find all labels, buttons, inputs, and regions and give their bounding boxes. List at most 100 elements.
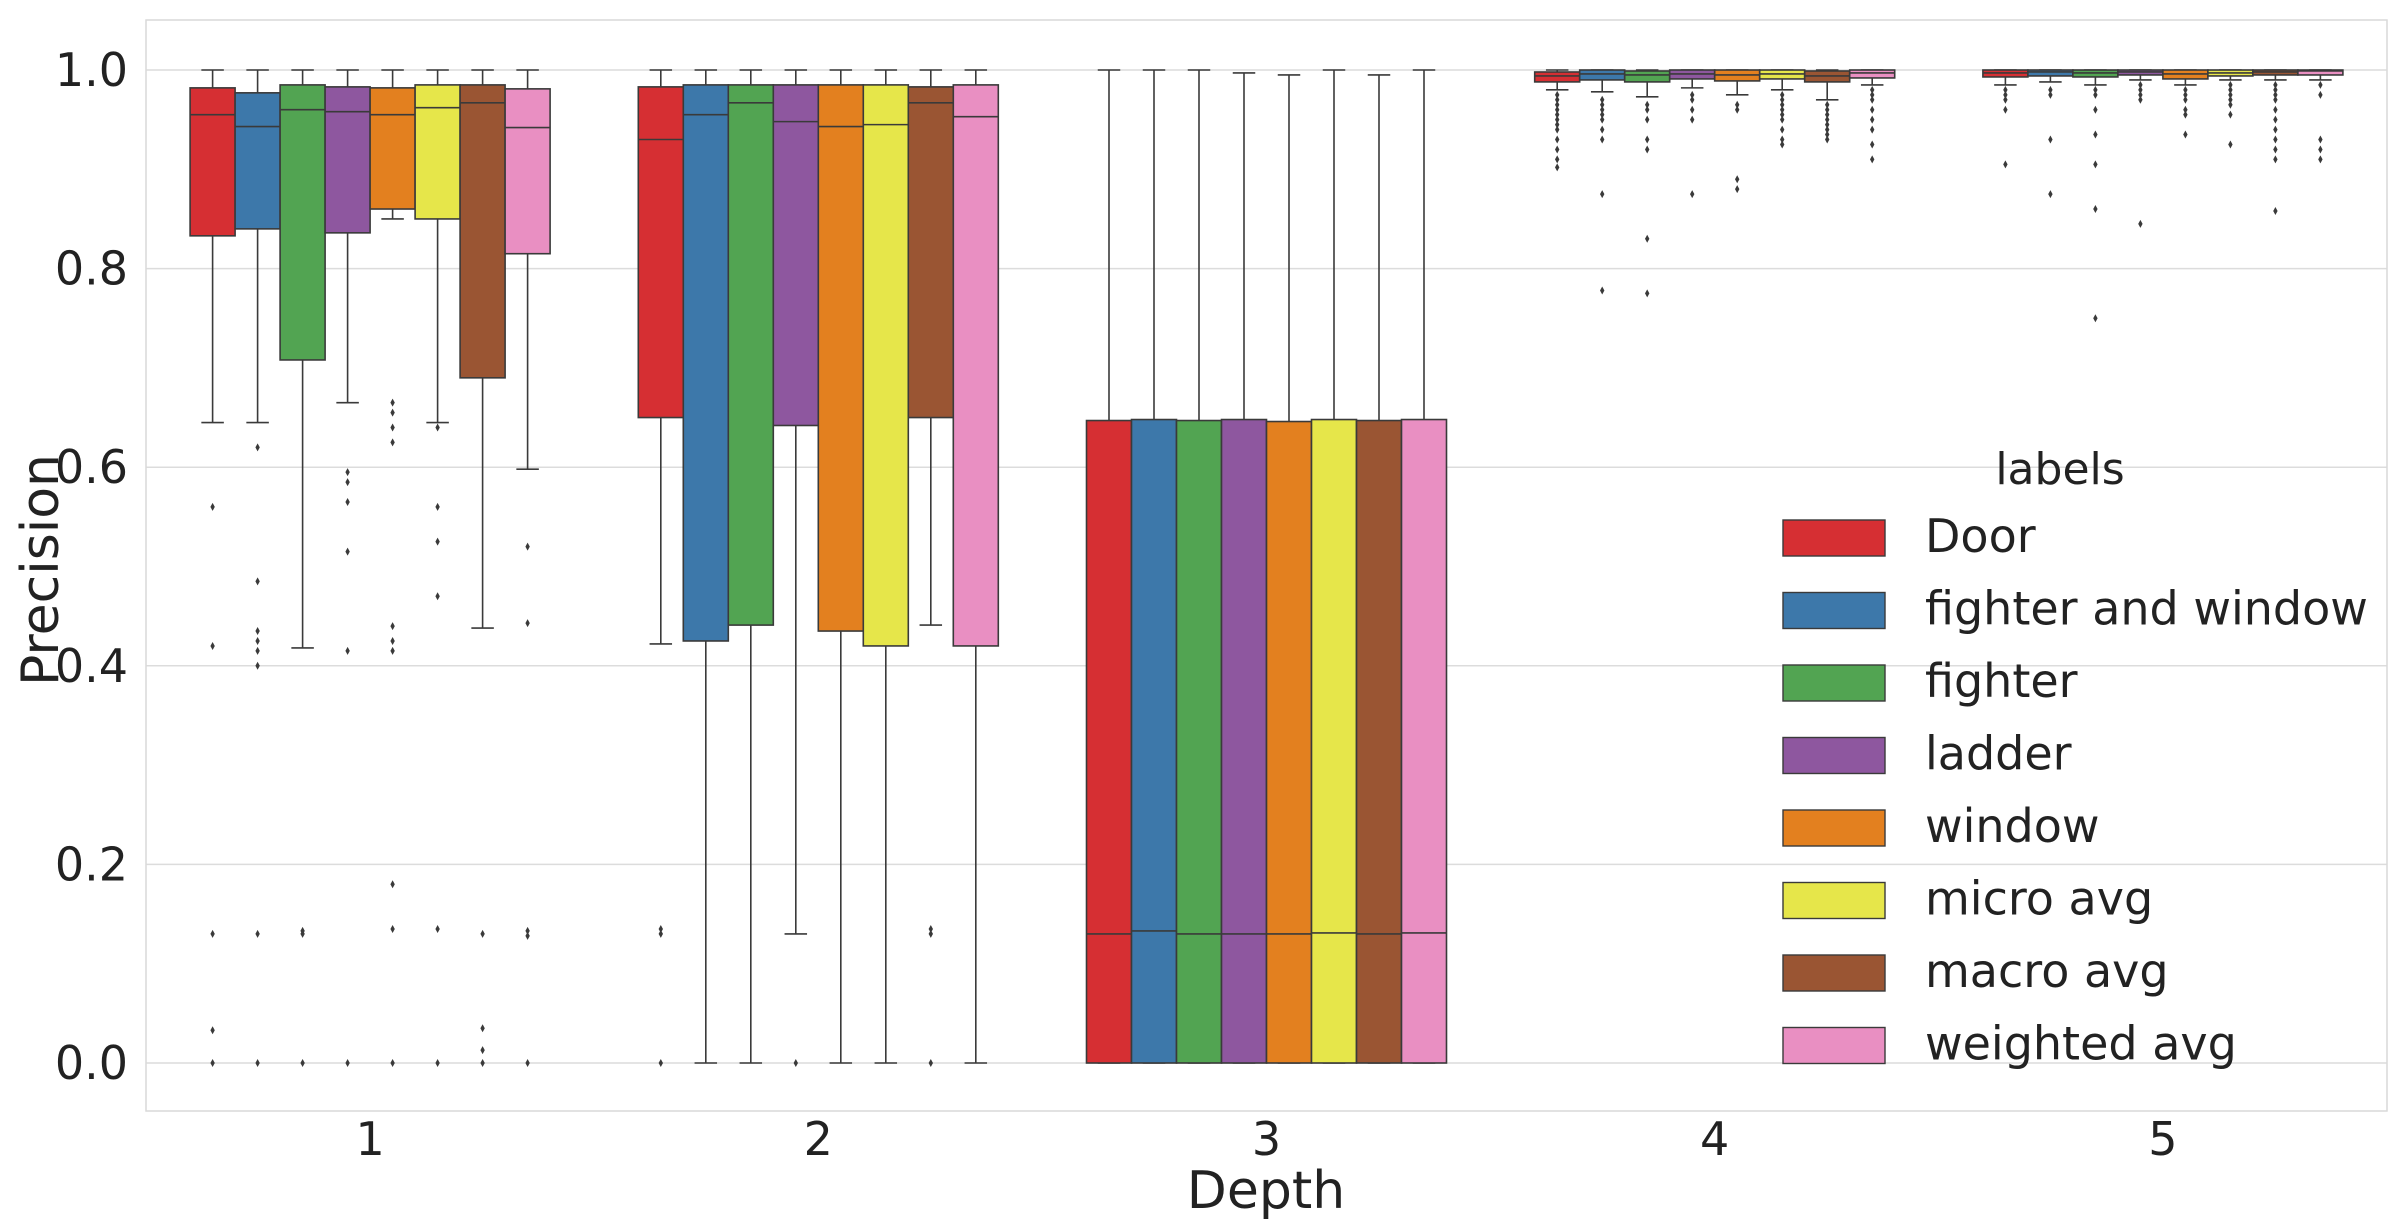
outlier-point: [1870, 155, 1875, 164]
box-door-depth-4: [1533, 69, 1581, 172]
outlier-point: [2273, 95, 2278, 104]
outlier-point: [2003, 160, 2008, 169]
box-iqr: [1085, 419, 1133, 1064]
y-tick-label: 0.8: [55, 242, 128, 296]
outlier-point: [2183, 105, 2188, 114]
outlier-point: [2093, 85, 2098, 94]
box-iqr: [414, 84, 461, 220]
legend-label: weighted avg: [1925, 1017, 2237, 1071]
box-iqr: [504, 88, 551, 255]
outlier-point: [1735, 105, 1740, 114]
outlier-point: [345, 468, 350, 477]
outlier-point: [2273, 115, 2278, 124]
box-fighter-and-window-depth-1: [234, 69, 281, 1067]
box-door-depth-1: [189, 69, 236, 1067]
outlier-point: [2138, 80, 2143, 89]
outlier-point: [390, 636, 395, 645]
outlier-point: [2273, 105, 2278, 114]
legend-swatch: [1782, 1026, 1886, 1065]
outlier-point: [480, 1024, 485, 1033]
outlier-point: [1825, 120, 1830, 129]
outlier-point: [255, 1059, 260, 1067]
box-window-depth-3: [1265, 74, 1313, 1064]
outlier-point: [2048, 135, 2053, 144]
outlier-point: [1780, 135, 1785, 144]
outlier-point: [2273, 125, 2278, 134]
outlier-point: [525, 931, 530, 940]
outlier-point: [2228, 140, 2233, 149]
outlier-point: [525, 1059, 530, 1067]
outlier-point: [2318, 135, 2323, 144]
legend-swatch: [1782, 881, 1886, 920]
box-door-depth-5: [1982, 69, 2029, 169]
box-iqr: [952, 84, 1000, 647]
outlier-point: [1645, 234, 1650, 243]
outlier-point: [1555, 95, 1560, 104]
box-iqr: [682, 84, 730, 642]
outlier-point: [2318, 155, 2323, 164]
box-weighted-avg-depth-5: [2297, 69, 2344, 164]
outlier-point: [1600, 105, 1605, 114]
legend-swatch: [1782, 664, 1886, 702]
outlier-point: [1780, 100, 1785, 109]
outlier-point: [2273, 90, 2278, 99]
outlier-point: [1555, 135, 1560, 144]
box-iqr: [817, 84, 865, 632]
outlier-point: [1870, 105, 1875, 114]
outlier-point: [1825, 105, 1830, 114]
box-weighted-avg-depth-2: [952, 69, 1000, 1064]
outlier-point: [255, 577, 260, 586]
box-fighter-depth-4: [1623, 69, 1671, 298]
outlier-point: [390, 1059, 395, 1067]
outlier-point: [1870, 95, 1875, 104]
outlier-point: [1600, 286, 1605, 295]
box-door-depth-2: [637, 69, 685, 1067]
box-window-depth-1: [369, 69, 416, 1067]
outlier-point: [1870, 140, 1875, 149]
legend: labels Door fighter and window fighter ladd…: [1782, 444, 2368, 1071]
outlier-point: [1645, 115, 1650, 124]
outlier-point: [1555, 145, 1560, 154]
outlier-point: [2093, 160, 2098, 169]
outlier-point: [390, 646, 395, 655]
legend-label: fighter: [1925, 654, 2078, 708]
y-tick-label: 0.2: [55, 837, 128, 891]
outlier-point: [2183, 85, 2188, 94]
x-tick-label: 2: [804, 1112, 833, 1166]
outlier-point: [480, 1046, 485, 1055]
box-iqr: [1310, 418, 1358, 1064]
outlier-point: [2183, 95, 2188, 104]
outlier-point: [1555, 100, 1560, 109]
box-ladder-depth-1: [324, 69, 371, 1067]
outlier-point: [1735, 175, 1740, 184]
outlier-point: [2093, 90, 2098, 99]
box-ladder-depth-4: [1668, 69, 1716, 199]
outlier-point: [658, 924, 663, 933]
outlier-point: [1555, 155, 1560, 164]
box-micro-avg-depth-2: [862, 69, 910, 1064]
outlier-point: [1600, 100, 1605, 109]
box-macro-avg-depth-2: [907, 69, 955, 1067]
box-iqr: [234, 92, 281, 230]
box-iqr: [1623, 70, 1671, 83]
box-iqr: [279, 84, 326, 361]
box-iqr: [2027, 69, 2074, 77]
outlier-point: [300, 1059, 305, 1067]
outlier-point: [1600, 135, 1605, 144]
outlier-point: [435, 924, 440, 933]
box-fighter-depth-1: [279, 69, 326, 1067]
box-iqr: [189, 87, 236, 237]
outlier-point: [1600, 125, 1605, 134]
outlier-point: [1690, 115, 1695, 124]
box-window-depth-4: [1713, 69, 1761, 194]
box-iqr: [1220, 418, 1268, 1064]
outlier-point: [2003, 85, 2008, 94]
outlier-point: [210, 1059, 215, 1067]
outlier-point: [1735, 185, 1740, 194]
box-iqr: [772, 84, 820, 427]
box-weighted-avg-depth-3: [1400, 69, 1448, 1064]
legend-label: ladder: [1925, 727, 2072, 781]
outlier-point: [255, 627, 260, 636]
outlier-point: [1690, 90, 1695, 99]
box-fighter-and-window-depth-4: [1578, 69, 1626, 295]
